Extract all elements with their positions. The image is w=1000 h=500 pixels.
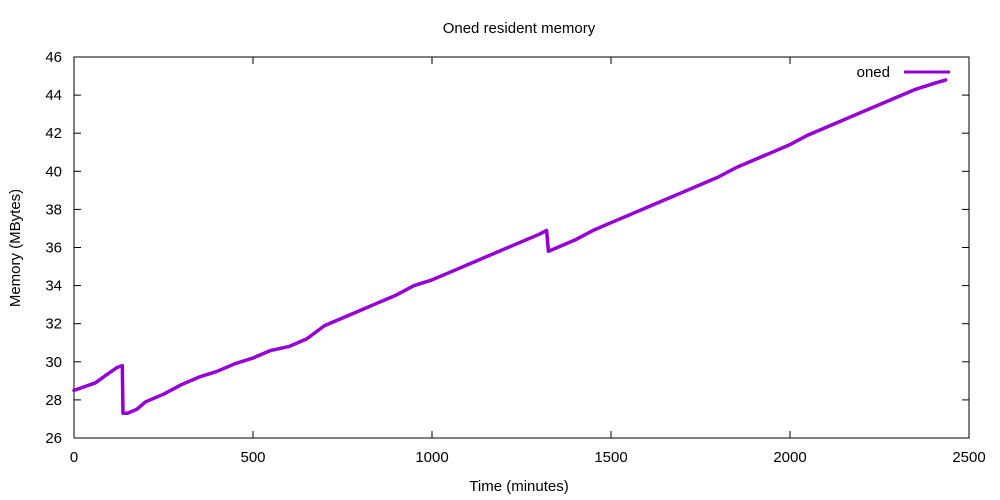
axis-ticks: 0 500 1000 1500 2000 2500 26 28 30 32 34 36 38 40 42 44… <box>45 49 985 466</box>
legend-label-oned: oned <box>857 64 890 81</box>
y-tick-label: 34 <box>45 278 62 295</box>
y-tick-label: 32 <box>45 316 62 333</box>
x-tick-label: 1000 <box>415 449 448 466</box>
x-tick-label: 1500 <box>594 449 627 466</box>
y-tick-label: 42 <box>45 125 62 142</box>
y-tick-label: 44 <box>45 87 62 104</box>
y-tick-label: 30 <box>45 354 62 371</box>
series-layer <box>72 78 948 415</box>
chart-title: Oned resident memory <box>443 20 596 37</box>
legend: oned <box>857 64 950 81</box>
x-tick-label: 2000 <box>773 449 806 466</box>
y-tick-label: 38 <box>45 201 62 218</box>
y-tick-label: 46 <box>45 49 62 66</box>
series-line-oned <box>72 78 948 415</box>
x-tick-label: 2500 <box>952 449 985 466</box>
y-axis-label: Memory (MBytes) <box>7 189 24 307</box>
x-axis-label: Time (minutes) <box>469 478 568 495</box>
plot-area-border <box>73 56 970 439</box>
y-tick-label: 26 <box>45 430 62 447</box>
y-tick-label: 36 <box>45 240 62 257</box>
y-tick-label: 40 <box>45 163 62 180</box>
x-tick-label: 0 <box>70 449 78 466</box>
y-tick-label: 28 <box>45 392 62 409</box>
x-tick-label: 500 <box>240 449 265 466</box>
